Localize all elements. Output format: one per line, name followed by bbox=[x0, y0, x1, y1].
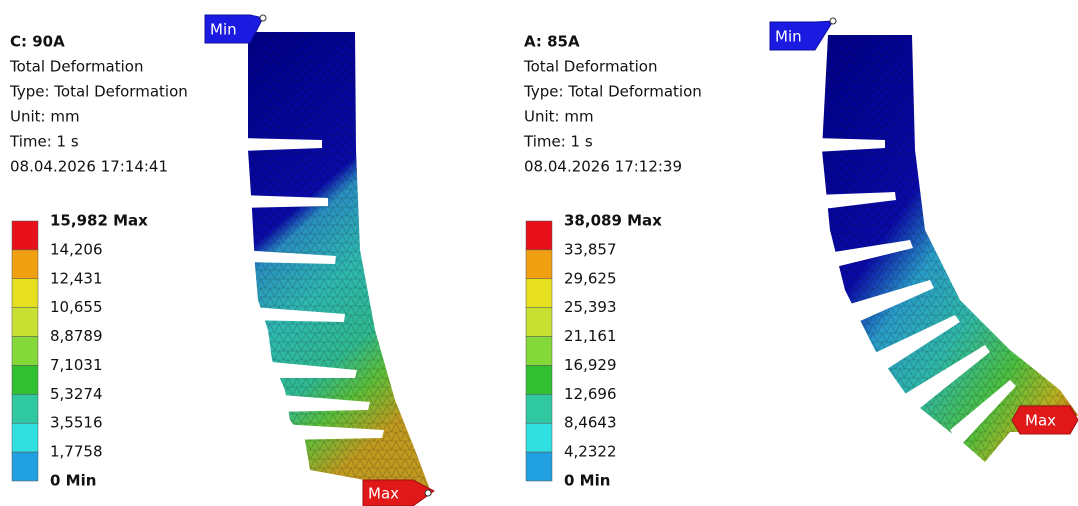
max-point bbox=[425, 490, 431, 496]
legend-label: 12,431 bbox=[50, 269, 103, 287]
info-line: Time: 1 s bbox=[9, 133, 79, 151]
legend-band bbox=[526, 423, 552, 452]
legend-band bbox=[526, 250, 552, 279]
info-line: Unit: mm bbox=[10, 108, 80, 126]
legend-label: 8,8789 bbox=[50, 327, 103, 345]
legend-label: 5,3274 bbox=[50, 385, 103, 403]
info-line: Time: 1 s bbox=[523, 133, 593, 151]
legend-label: 1,7758 bbox=[50, 443, 103, 461]
legend-band bbox=[12, 279, 38, 308]
legend-label: 8,4643 bbox=[564, 414, 617, 432]
legend-band bbox=[526, 308, 552, 337]
info-line: 08.04.2026 17:12:39 bbox=[524, 158, 682, 176]
max-tag-label: Max bbox=[1025, 412, 1056, 430]
legend-label: 12,696 bbox=[564, 385, 617, 403]
legend-band bbox=[526, 452, 552, 481]
legend-label: 25,393 bbox=[564, 298, 617, 316]
legend-band bbox=[526, 394, 552, 423]
legend-label: 33,857 bbox=[564, 240, 617, 258]
legend-label: 4,2322 bbox=[564, 443, 617, 461]
legend-label: 29,625 bbox=[564, 269, 617, 287]
model-c bbox=[240, 32, 432, 495]
result-view: C: 90A Total Deformation Type: Total Defor… bbox=[0, 0, 1078, 506]
legend-band bbox=[12, 337, 38, 366]
legend-band bbox=[526, 221, 552, 250]
legend-band bbox=[526, 279, 552, 308]
legend-label: 16,929 bbox=[564, 356, 617, 374]
legend-label: 0 Min bbox=[564, 472, 610, 490]
legend-band bbox=[12, 394, 38, 423]
model-a bbox=[815, 35, 1078, 462]
panel-title: C: 90A bbox=[10, 33, 65, 51]
panel-title: A: 85A bbox=[524, 33, 580, 51]
legend-band bbox=[526, 365, 552, 394]
min-point bbox=[830, 18, 836, 24]
legend-label: 10,655 bbox=[50, 298, 103, 316]
legend-band bbox=[12, 308, 38, 337]
info-line: Total Deformation bbox=[9, 58, 143, 76]
legend-label: 7,1031 bbox=[50, 356, 103, 374]
legend-label: 0 Min bbox=[50, 472, 96, 490]
info-line: Type: Total Deformation bbox=[523, 83, 702, 101]
min-tag-label: Min bbox=[210, 21, 237, 39]
legend-band bbox=[526, 337, 552, 366]
legend-label: 21,161 bbox=[564, 327, 617, 345]
legend-label: 3,5516 bbox=[50, 414, 103, 432]
legend-band bbox=[12, 423, 38, 452]
legend-band bbox=[12, 250, 38, 279]
max-tag-label: Max bbox=[368, 485, 399, 503]
info-line: Total Deformation bbox=[523, 58, 657, 76]
legend-band bbox=[12, 221, 38, 250]
min-point bbox=[260, 15, 266, 21]
info-line: Type: Total Deformation bbox=[9, 83, 188, 101]
legend-label: 15,982 Max bbox=[50, 212, 148, 230]
min-tag-label: Min bbox=[775, 28, 802, 46]
mesh-overlay bbox=[248, 32, 432, 495]
legend-band bbox=[12, 452, 38, 481]
info-line: 08.04.2026 17:14:41 bbox=[10, 158, 168, 176]
info-line: Unit: mm bbox=[524, 108, 594, 126]
legend-label: 14,206 bbox=[50, 240, 103, 258]
legend-label: 38,089 Max bbox=[564, 212, 662, 230]
legend-band bbox=[12, 365, 38, 394]
